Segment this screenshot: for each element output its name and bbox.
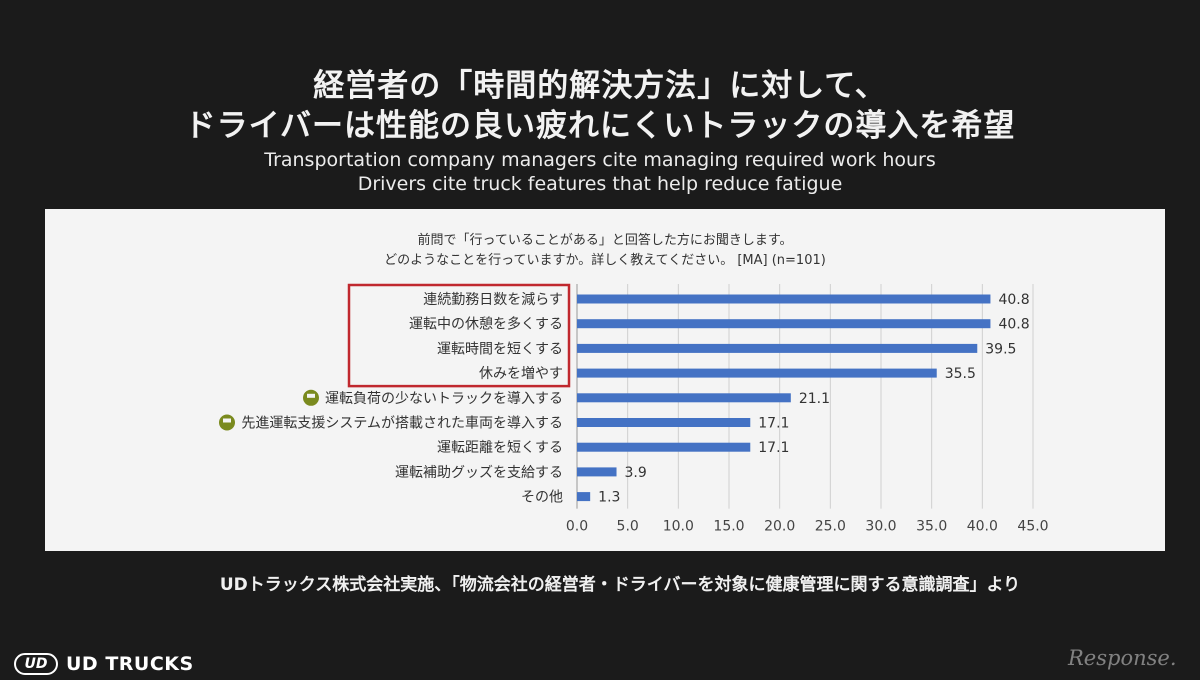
data-label: 40.8 (998, 292, 1029, 308)
x-tick-label: 45.0 (1017, 519, 1048, 535)
title-english-line-1: Transportation company managers cite man… (264, 149, 936, 171)
data-label: 39.5 (985, 341, 1016, 357)
category-label: 運転時間を短くする (437, 341, 563, 357)
bar-chart: 前問で「行っていることがある」と回答した方にお聞きします。どのようなことを行って… (219, 232, 1049, 535)
ud-logo-text: UD TRUCKS (66, 653, 194, 675)
x-tick-label: 20.0 (764, 519, 795, 535)
bar (577, 418, 751, 427)
category-label: その他 (521, 490, 563, 506)
survey-question-line: どのようなことを行っていますか。詳しく教えてください。 [MA] (n=101) (384, 252, 826, 268)
category-label: 運転中の休憩を多くする (409, 316, 563, 333)
title-japanese-line-1: 経営者の「時間的解決方法」に対して、 (313, 68, 887, 104)
x-tick-label: 10.0 (663, 519, 694, 535)
bar (577, 467, 617, 477)
data-label: 1.3 (598, 490, 620, 506)
data-label: 17.1 (758, 440, 789, 456)
ud-trucks-logo: UD UD TRUCKS (14, 652, 194, 676)
category-label: 先進運転支援システムが搭載された車両を導入する (241, 415, 563, 432)
data-label: 17.1 (758, 416, 789, 432)
highlight-box (347, 283, 571, 388)
data-label: 35.5 (945, 366, 976, 382)
bar (577, 442, 751, 452)
x-tick-label: 40.0 (967, 519, 998, 535)
source-note: UDトラックス株式会社実施、「物流会社の経営者・ドライバーを対象に健康管理に関す… (219, 575, 1021, 595)
category-label: 運転補助グッズを支給する (395, 465, 563, 481)
x-tick-label: 25.0 (815, 519, 846, 535)
truck-icon-window (223, 418, 231, 423)
category-label: 連続勤務日数を減らす (423, 291, 563, 308)
x-tick-label: 5.0 (617, 519, 639, 535)
bar (577, 343, 978, 353)
data-label: 3.9 (625, 465, 647, 481)
x-tick-label: 15.0 (713, 519, 744, 535)
ud-logo-mark: UD (14, 653, 58, 675)
x-tick-label: 30.0 (865, 519, 896, 535)
survey-question-line: 前問で「行っていることがある」と回答した方にお聞きします。 (417, 232, 792, 248)
bar (577, 319, 991, 329)
bar (577, 294, 991, 304)
data-label: 21.1 (799, 391, 830, 407)
bar (577, 368, 937, 378)
x-tick-label: 0.0 (566, 519, 588, 535)
data-label: 40.8 (998, 317, 1029, 333)
bar (577, 492, 591, 502)
truck-icon-window (307, 393, 315, 398)
chart-panel: 前問で「行っていることがある」と回答した方にお聞きします。どのようなことを行って… (45, 209, 1165, 551)
title-english-line-2: Drivers cite truck features that help re… (357, 173, 843, 195)
bar (577, 393, 791, 403)
category-label: 運転負荷の少ないトラックを導入する (325, 391, 563, 407)
x-tick-label: 35.0 (916, 519, 947, 535)
response-watermark: Response. (1068, 646, 1177, 670)
category-label: 休みを増やす (479, 366, 563, 382)
title-japanese-line-2: ドライバーは性能の良い疲れにくいトラックの導入を希望 (184, 108, 1016, 144)
category-label: 運転距離を短くする (437, 439, 563, 456)
